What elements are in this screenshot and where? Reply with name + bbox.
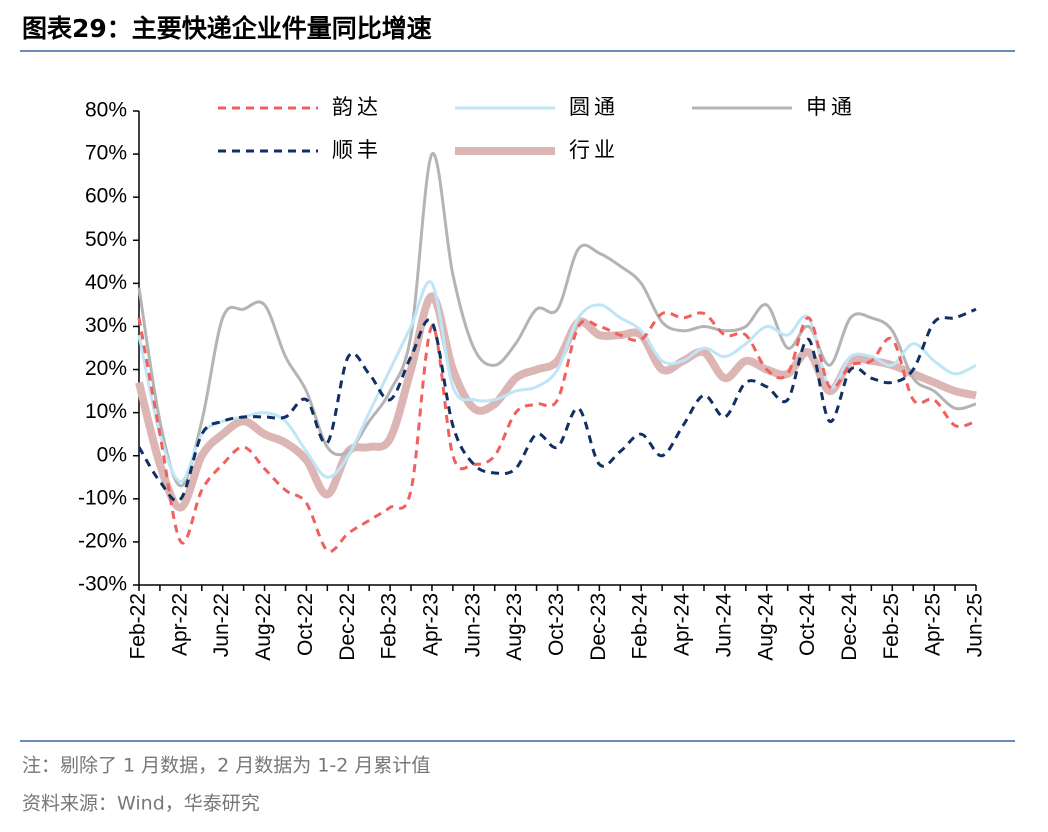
y-tick-label: 0% [97, 443, 127, 466]
x-tick-label: Aug-24 [754, 593, 777, 661]
source: 资料来源：Wind，华泰研究 [22, 793, 260, 815]
note: 注：剔除了 1 月数据，2 月数据为 1-2 月累计值 [22, 755, 430, 777]
x-tick-label: Jun-22 [210, 593, 233, 657]
y-tick-label: 30% [85, 314, 127, 337]
y-tick-label: 40% [85, 271, 127, 294]
x-tick-label: Aug-22 [252, 593, 275, 661]
series-line [137, 280, 977, 484]
y-tick-label: 70% [85, 142, 127, 165]
x-tick-label: Dec-23 [587, 593, 610, 661]
x-tick-label: Feb-23 [378, 593, 401, 660]
x-tick-label: Apr-22 [168, 593, 191, 656]
x-tick-label: Feb-24 [629, 593, 652, 660]
legend-label: 圆通 [569, 95, 619, 119]
x-tick-label: Apr-25 [922, 593, 945, 656]
y-tick-label: -10% [78, 486, 127, 509]
x-tick-label: Feb-22 [127, 593, 150, 660]
x-tick-label: Jun-25 [964, 593, 987, 657]
y-tick-label: 50% [85, 228, 127, 251]
x-tick-label: Apr-24 [671, 593, 694, 656]
legend-label: 行业 [569, 138, 619, 162]
x-tick-label: Aug-23 [503, 593, 526, 661]
x-tick-label: Apr-23 [419, 593, 442, 656]
series-line [137, 152, 977, 488]
x-tick-label: Oct-24 [796, 593, 819, 656]
x-tick-label: Dec-22 [336, 593, 359, 661]
series-line [137, 307, 977, 503]
legend-label: 韵达 [332, 95, 382, 119]
y-tick-label: -30% [78, 573, 127, 596]
series-line [135, 292, 977, 512]
y-tick-label: 60% [85, 185, 127, 208]
y-tick-label: 80% [85, 99, 127, 122]
x-tick-label: Jun-24 [712, 593, 735, 658]
x-tick-label: Oct-22 [294, 593, 317, 656]
y-tick-label: 10% [85, 400, 127, 423]
series-line [137, 311, 977, 553]
x-tick-label: Oct-23 [545, 593, 568, 656]
legend-label: 申通 [806, 95, 856, 119]
x-tick-label: Feb-25 [880, 593, 903, 660]
x-tick-label: Jun-23 [461, 593, 484, 657]
legend-label: 顺丰 [332, 138, 382, 162]
chart-title: 图表29：主要快递企业件量同比增速 [22, 14, 432, 43]
x-tick-label: Dec-24 [838, 593, 861, 661]
y-tick-label: 20% [85, 357, 127, 380]
y-tick-label: -20% [78, 529, 127, 552]
